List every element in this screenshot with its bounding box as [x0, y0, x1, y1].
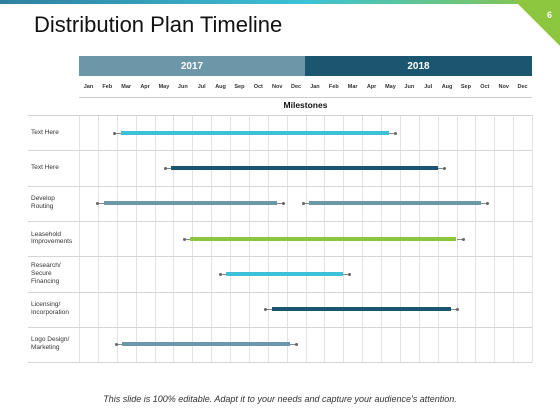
bar-start-dot — [163, 166, 167, 170]
month-label: Jul — [197, 83, 206, 90]
grid-vertical-line — [475, 115, 477, 362]
month-label: Dec — [517, 83, 528, 90]
grid-row-line — [28, 220, 532, 222]
grid-vertical-line — [532, 115, 533, 362]
bar-end-dot — [393, 131, 397, 135]
month-label: Jul — [424, 83, 433, 90]
grid-vertical-line — [97, 115, 99, 362]
bar-whisker-start — [303, 203, 310, 205]
bar-end-dot — [282, 202, 286, 206]
month-label: Jun — [177, 83, 188, 90]
bar-start-dot — [96, 202, 100, 206]
footer-note: This slide is 100% editable. Adapt it to… — [103, 394, 457, 404]
year-header-2018: 2018 — [305, 56, 532, 76]
month-label: Aug — [441, 83, 453, 90]
row-label: Develop Routing — [31, 195, 55, 211]
month-label: Mar — [347, 83, 358, 90]
grid-row-line — [28, 256, 532, 258]
bar-end-dot — [348, 272, 352, 276]
bar-whisker-start — [116, 344, 123, 346]
grid-vertical-line — [513, 115, 515, 362]
bar-end-dot — [461, 237, 465, 241]
top-accent-strip — [0, 0, 560, 4]
month-label: May — [385, 83, 396, 90]
grid-vertical-line — [79, 115, 80, 362]
timeline-bar — [122, 342, 291, 347]
grid-row-line — [28, 150, 532, 152]
bar-whisker-end — [290, 344, 297, 346]
month-label: Jun — [404, 83, 415, 90]
grid-vertical-line — [456, 115, 458, 362]
grid-row-line — [28, 291, 532, 293]
month-label: Sep — [234, 83, 245, 90]
month-label: Aug — [215, 83, 226, 90]
row-label: Text Here — [31, 163, 59, 171]
bar-whisker-start — [220, 273, 227, 275]
timeline-bar — [271, 307, 451, 312]
month-label: Nov — [498, 83, 509, 90]
bar-end-dot — [295, 343, 299, 347]
bar-whisker-end — [343, 273, 350, 275]
month-label: Mar — [121, 83, 132, 90]
month-label: Nov — [271, 83, 283, 90]
bar-start-dot — [218, 272, 222, 276]
bar-whisker-end — [481, 203, 488, 205]
row-label: Licensing/ Incorporation — [31, 301, 69, 316]
bar-start-dot — [264, 308, 268, 312]
month-label: Sep — [460, 83, 471, 90]
bar-whisker-start — [184, 238, 191, 240]
grid-vertical-line — [135, 115, 137, 362]
bar-start-dot — [113, 131, 117, 135]
bar-end-dot — [455, 308, 459, 312]
grid-row-line — [28, 185, 532, 187]
bar-whisker-end — [277, 203, 284, 205]
month-label: Feb — [102, 83, 113, 90]
month-label: May — [158, 83, 170, 90]
bar-start-dot — [114, 343, 118, 347]
month-label: Oct — [480, 83, 490, 90]
timeline-bar — [309, 201, 482, 206]
grid-vertical-line — [154, 115, 156, 362]
bar-whisker-start — [114, 132, 121, 134]
month-label: Apr — [140, 83, 150, 90]
bar-whisker-start — [97, 203, 104, 205]
bar-whisker-end — [450, 309, 457, 311]
row-label: Logo Design/ Marketing — [31, 336, 70, 352]
bar-end-dot — [442, 166, 446, 170]
bar-whisker-end — [388, 132, 395, 134]
timeline-bar — [120, 130, 389, 135]
bar-start-dot — [301, 202, 305, 206]
month-label: Dec — [291, 83, 302, 90]
month-header-row: Jan Feb Mar Apr May Jun Jul Aug Sep Oct Nov Dec Jan F… — [79, 76, 532, 98]
milestones-heading: Milestones — [283, 100, 328, 110]
bar-whisker-start — [165, 167, 172, 169]
timeline-bar — [171, 165, 438, 170]
corner-badge — [514, 0, 560, 46]
grid-vertical-line — [116, 115, 118, 362]
bar-end-dot — [486, 202, 490, 206]
grid-vertical-line — [494, 115, 496, 362]
row-label: Leasehold Improvements — [31, 230, 73, 246]
row-label: Research/ Secure Financing — [31, 262, 61, 285]
bar-whisker-end — [437, 167, 444, 169]
timeline-bar — [190, 236, 457, 241]
month-label: Apr — [366, 83, 377, 90]
grid-row-line — [28, 326, 532, 328]
bar-whisker-end — [456, 238, 463, 240]
row-label: Text Here — [31, 128, 59, 136]
timeline-bar — [226, 271, 344, 276]
month-label: Feb — [328, 83, 339, 90]
month-label: Oct — [253, 83, 263, 90]
grid-row-line — [28, 115, 532, 116]
bar-whisker-start — [265, 309, 272, 311]
grid-vertical-line — [173, 115, 175, 362]
bar-start-dot — [182, 237, 186, 241]
page-title: Distribution Plan Timeline — [34, 12, 283, 37]
year-header-2017: 2017 — [79, 56, 305, 76]
month-label: Jan — [83, 83, 94, 90]
timeline-bar — [103, 201, 278, 206]
grid-row-line — [28, 362, 532, 364]
month-label: Jan — [310, 83, 320, 90]
page-number: 6 — [546, 10, 552, 20]
